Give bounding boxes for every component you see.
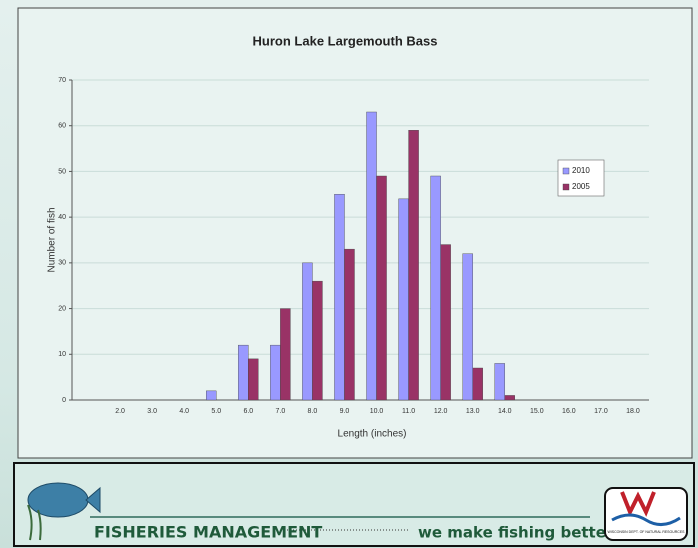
bar: [344, 249, 354, 400]
chart-title: Huron Lake Largemouth Bass: [253, 33, 438, 48]
y-tick-label: 0: [62, 397, 66, 404]
bar: [463, 254, 473, 400]
bar: [441, 245, 451, 400]
x-tick-label: 2.0: [115, 408, 125, 415]
bar: [505, 395, 515, 400]
bar: [334, 194, 344, 400]
x-tick-label: 5.0: [211, 408, 221, 415]
x-tick-label: 15.0: [530, 408, 544, 415]
bar: [206, 391, 216, 400]
y-tick-label: 70: [58, 77, 66, 84]
bar: [270, 345, 280, 400]
y-tick-label: 50: [58, 168, 66, 175]
x-tick-label: 11.0: [402, 408, 415, 415]
footer-right: we make fishing better: [418, 524, 614, 542]
footer-left: FISHERIES MANAGEMENT: [94, 523, 322, 542]
slide: Huron Lake Largemouth Bass Length (inche…: [0, 0, 698, 548]
bar: [312, 281, 322, 400]
bar: [399, 199, 409, 400]
x-tick-label: 10.0: [370, 408, 384, 415]
x-tick-label: 17.0: [594, 408, 608, 415]
bar: [409, 130, 419, 400]
bar: [248, 359, 258, 400]
chart: Huron Lake Largemouth Bass Length (inche…: [0, 0, 698, 548]
legend-swatch: [563, 184, 569, 190]
y-tick-label: 30: [58, 260, 66, 267]
x-tick-label: 6.0: [243, 408, 253, 415]
chart-frame: [18, 8, 692, 458]
x-tick-label: 9.0: [340, 408, 350, 415]
bar: [367, 112, 377, 400]
legend-swatch: [563, 168, 569, 174]
x-axis-label: Length (inches): [338, 429, 407, 440]
bar: [280, 309, 290, 400]
x-tick-label: 7.0: [275, 408, 285, 415]
bar: [302, 263, 312, 400]
y-tick-label: 60: [58, 123, 66, 130]
x-tick-label: 14.0: [498, 408, 512, 415]
x-tick-label: 12.0: [434, 408, 448, 415]
x-tick-label: 18.0: [626, 408, 640, 415]
bar: [473, 368, 483, 400]
x-tick-label: 8.0: [308, 408, 318, 415]
x-tick-label: 4.0: [179, 408, 189, 415]
x-tick-label: 3.0: [147, 408, 157, 415]
bar: [238, 345, 248, 400]
bar: [431, 176, 441, 400]
y-axis-label: Number of fish: [47, 207, 58, 272]
y-tick-label: 10: [58, 351, 66, 358]
x-tick-label: 13.0: [466, 408, 480, 415]
dnr-logo-text: WISCONSIN DEPT. OF NATURAL RESOURCES: [607, 530, 685, 534]
bar: [495, 363, 505, 400]
bar: [377, 176, 387, 400]
x-tick-label: 16.0: [562, 408, 576, 415]
y-tick-label: 40: [58, 214, 66, 221]
legend-label: 2010: [572, 166, 590, 175]
legend-label: 2005: [572, 182, 590, 191]
y-tick-label: 20: [58, 305, 66, 312]
